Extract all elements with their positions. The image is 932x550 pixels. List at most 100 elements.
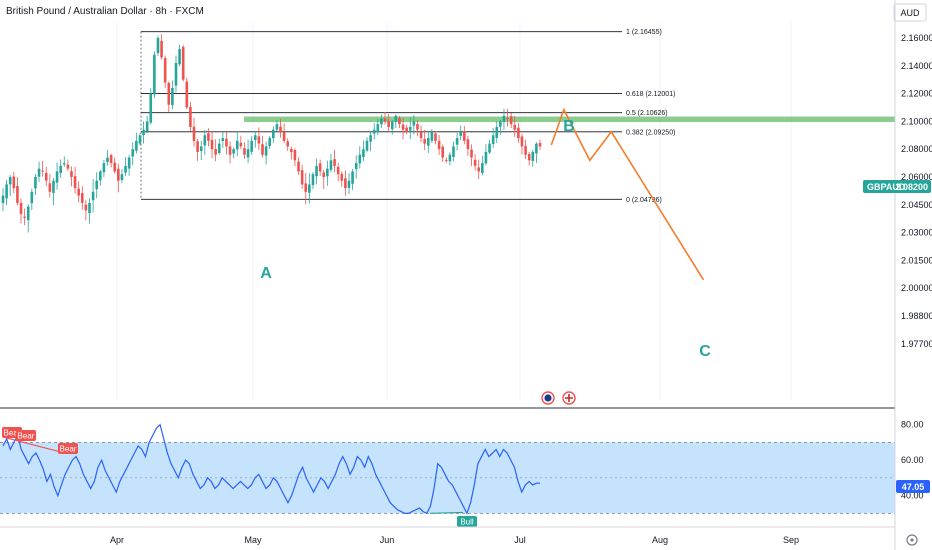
- price-tick-label: 2.16000: [901, 33, 932, 43]
- price-tick-label: 2.10000: [901, 116, 932, 126]
- candle-body: [23, 216, 26, 218]
- price-tick-label: 2.06000: [901, 172, 932, 182]
- price-tick-label: 2.04500: [901, 200, 932, 210]
- elliott-projection[interactable]: [550, 107, 705, 281]
- candle-body: [109, 155, 113, 164]
- candle-body: [217, 143, 221, 153]
- candle-body: [484, 151, 488, 164]
- candle-body: [275, 124, 279, 130]
- candle-body: [203, 135, 207, 146]
- time-axis[interactable]: Apr May Jun Jul Aug Sep: [110, 535, 799, 545]
- last-price-value: 2.08200: [895, 182, 928, 192]
- candle-body: [48, 183, 52, 192]
- bear-divergence-badge: [16, 430, 36, 441]
- time-tick-label: Jul: [514, 535, 526, 545]
- candle-body: [390, 121, 394, 130]
- candle-body: [282, 132, 286, 141]
- fib-level-label: 0.618 (2.12001): [626, 91, 675, 98]
- candle-body: [142, 129, 145, 136]
- candle-body: [189, 106, 192, 127]
- candle-body: [524, 146, 527, 155]
- price-tick-label: 1.97700: [901, 339, 932, 349]
- candle-body: [351, 171, 354, 184]
- candle-body: [41, 170, 44, 172]
- candle-body: [171, 88, 174, 105]
- candle-body: [293, 150, 297, 161]
- wave-labels: A B C: [260, 118, 711, 360]
- candle-body: [250, 140, 253, 152]
- bear-divergence-badge: [58, 443, 78, 454]
- candle-body: [520, 136, 524, 147]
- candle-body: [365, 140, 369, 151]
- candle-body: [426, 138, 430, 146]
- rsi-value-badge: [896, 480, 930, 493]
- candle-body: [304, 183, 308, 192]
- chart-settings-icon[interactable]: [906, 534, 918, 546]
- candle-body: [513, 124, 517, 130]
- price-tick-label: 2.12000: [901, 89, 932, 99]
- candle-body: [95, 180, 99, 190]
- candle-body: [66, 164, 70, 169]
- price-tick-label: 2.00000: [901, 283, 932, 293]
- candle-body: [228, 146, 232, 155]
- price-axis[interactable]: 2.16000 2.14000 2.12000 2.10000 2.08000 2.060…: [901, 33, 932, 349]
- candle-body: [279, 126, 282, 133]
- candle-body: [405, 127, 408, 133]
- candle-body: [329, 160, 333, 170]
- candle-body: [358, 154, 362, 164]
- candle-body: [174, 63, 178, 86]
- price-tick-label: 1.98800: [901, 311, 932, 321]
- last-price-tag: GBPAUD 2.08200: [863, 180, 931, 193]
- candle-body: [434, 133, 437, 141]
- candle-body: [315, 165, 318, 177]
- candle-body: [369, 135, 372, 142]
- rsi-axis[interactable]: 80.00 60.00 40.00: [901, 420, 924, 501]
- wave-label-a: A: [260, 265, 272, 282]
- candle-body: [156, 38, 160, 54]
- candle-body: [30, 191, 34, 204]
- candle-body: [268, 138, 271, 147]
- wave-label-b: B: [563, 118, 575, 135]
- candle-body: [437, 140, 441, 150]
- candle-body: [214, 148, 217, 155]
- candle-body: [16, 186, 19, 203]
- candle-body: [477, 167, 481, 172]
- candle-body: [163, 57, 167, 83]
- price-tick-label: 2.01500: [901, 255, 932, 265]
- projection-path-line[interactable]: [550, 107, 705, 281]
- candle-body: [264, 146, 268, 156]
- rsi-tick-label: 80.00: [901, 420, 924, 430]
- gear-icon[interactable]: [906, 534, 918, 546]
- candle-body: [113, 162, 117, 172]
- candle-body: [538, 142, 542, 147]
- candle-body: [181, 47, 185, 80]
- candle-body: [444, 159, 448, 161]
- candle-body: [70, 171, 73, 177]
- candle-body: [239, 142, 243, 147]
- candle-body: [347, 180, 351, 188]
- candle-body: [488, 143, 491, 153]
- candle-body: [8, 177, 12, 185]
- candle-body: [412, 121, 416, 126]
- candle-body: [34, 177, 37, 189]
- candle-body: [535, 143, 538, 154]
- currency-button[interactable]: [893, 3, 927, 22]
- fibonacci-retracement[interactable]: 1 (2.16455) 0.618 (2.12001) 0.5 (2.10626) 0…: [140, 29, 675, 204]
- fib-level-label: 1 (2.16455): [626, 29, 662, 36]
- candle-body: [506, 118, 509, 120]
- rsi-tick-label: 60.00: [901, 455, 924, 465]
- bull-divergence-label: Bull: [460, 518, 474, 527]
- candle-body: [491, 135, 495, 144]
- candle-body: [80, 193, 84, 203]
- candle-body: [52, 180, 55, 193]
- time-tick-label: Sep: [783, 535, 799, 545]
- candle-body: [297, 161, 300, 172]
- candle-body: [185, 81, 189, 108]
- candle-body: [12, 176, 16, 189]
- event-markers[interactable]: [541, 391, 576, 405]
- candle-body: [178, 49, 181, 65]
- bear-divergence-line: [2, 436, 66, 454]
- candle-body: [394, 115, 398, 122]
- rsi-tick-label: 40.00: [901, 491, 924, 501]
